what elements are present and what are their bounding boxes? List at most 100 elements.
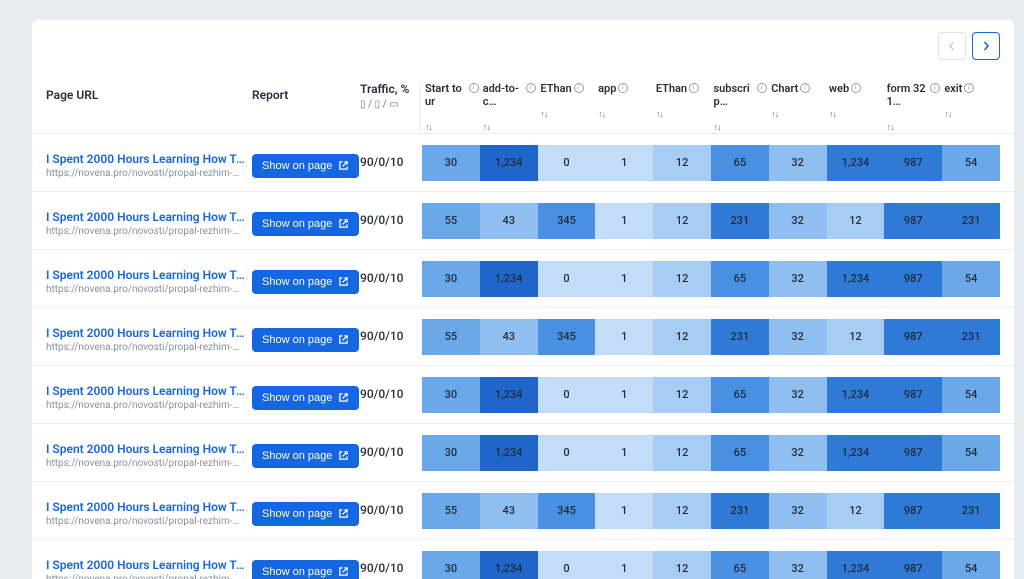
metric-cell[interactable]: 65 (711, 145, 769, 181)
show-on-page-button[interactable]: Show on page (252, 502, 359, 526)
metric-cell[interactable]: 12 (653, 493, 711, 529)
page-title-link[interactable]: I Spent 2000 Hours Learning How To Lea..… (46, 384, 246, 398)
metric-cell[interactable]: 231 (942, 203, 1000, 239)
show-on-page-button[interactable]: Show on page (252, 328, 359, 352)
sort-icon[interactable]: ↑↓ (425, 122, 479, 133)
show-on-page-button[interactable]: Show on page (252, 154, 359, 178)
metric-cell[interactable]: 1,234 (827, 551, 885, 579)
metric-cell[interactable]: 30 (422, 145, 480, 181)
info-icon[interactable] (851, 83, 861, 93)
sort-icon[interactable]: ↑↓ (598, 109, 652, 120)
metric-cell[interactable]: 54 (942, 261, 1000, 297)
page-title-link[interactable]: I Spent 2000 Hours Learning How To Lea..… (46, 152, 246, 166)
show-on-page-button[interactable]: Show on page (252, 560, 359, 579)
info-icon[interactable] (574, 83, 584, 93)
metric-cell[interactable]: 0 (538, 261, 596, 297)
sort-icon[interactable]: ↑↓ (540, 109, 594, 120)
metric-cell[interactable]: 55 (422, 319, 480, 355)
metric-cell[interactable]: 54 (942, 145, 1000, 181)
metric-cell[interactable]: 43 (480, 319, 538, 355)
metric-cell[interactable]: 30 (422, 261, 480, 297)
metric-cell[interactable]: 1 (595, 203, 653, 239)
metric-cell[interactable]: 32 (769, 261, 827, 297)
metric-cell[interactable]: 32 (769, 203, 827, 239)
metric-cell[interactable]: 987 (884, 319, 942, 355)
metric-cell[interactable]: 32 (769, 319, 827, 355)
metric-cell[interactable]: 12 (653, 145, 711, 181)
sort-icon[interactable]: ↑↓ (714, 122, 768, 133)
metric-cell[interactable]: 30 (422, 551, 480, 579)
metric-cell[interactable]: 0 (538, 377, 596, 413)
metric-cell[interactable]: 987 (884, 377, 942, 413)
metric-cell[interactable]: 12 (653, 261, 711, 297)
metric-cell[interactable]: 1,234 (827, 261, 885, 297)
metric-cell[interactable]: 12 (827, 493, 885, 529)
page-title-link[interactable]: I Spent 2000 Hours Learning How To Lea..… (46, 558, 246, 572)
page-title-link[interactable]: I Spent 2000 Hours Learning How To Lea..… (46, 210, 246, 224)
metric-cell[interactable]: 231 (711, 493, 769, 529)
show-on-page-button[interactable]: Show on page (252, 386, 359, 410)
metric-cell[interactable]: 231 (711, 203, 769, 239)
col-metric-header[interactable]: exit ↑↓ (942, 82, 1000, 133)
metric-cell[interactable]: 987 (884, 203, 942, 239)
metric-cell[interactable]: 65 (711, 551, 769, 579)
metric-cell[interactable]: 43 (480, 493, 538, 529)
show-on-page-button[interactable]: Show on page (252, 212, 359, 236)
metric-cell[interactable]: 1 (595, 145, 653, 181)
page-title-link[interactable]: I Spent 2000 Hours Learning How To Lea..… (46, 500, 246, 514)
col-metric-header[interactable]: app ↑↓ (596, 82, 654, 133)
metric-cell[interactable]: 1 (595, 319, 653, 355)
col-metric-header[interactable]: EThan ↑↓ (538, 82, 596, 133)
metric-cell[interactable]: 30 (422, 377, 480, 413)
metric-cell[interactable]: 12 (653, 203, 711, 239)
metric-cell[interactable]: 1 (595, 261, 653, 297)
metric-cell[interactable]: 987 (884, 435, 942, 471)
page-title-link[interactable]: I Spent 2000 Hours Learning How To Lea..… (46, 268, 246, 282)
metric-cell[interactable]: 65 (711, 435, 769, 471)
metric-cell[interactable]: 1 (595, 377, 653, 413)
metric-cell[interactable]: 987 (884, 261, 942, 297)
metric-cell[interactable]: 1 (595, 493, 653, 529)
metric-cell[interactable]: 0 (538, 551, 596, 579)
metric-cell[interactable]: 987 (884, 145, 942, 181)
page-title-link[interactable]: I Spent 2000 Hours Learning How To Lea..… (46, 442, 246, 456)
metric-cell[interactable]: 54 (942, 377, 1000, 413)
metric-cell[interactable]: 12 (653, 319, 711, 355)
metric-cell[interactable]: 55 (422, 203, 480, 239)
metric-cell[interactable]: 1,234 (480, 145, 538, 181)
sort-icon[interactable]: ↑↓ (829, 109, 883, 120)
metric-cell[interactable]: 32 (769, 377, 827, 413)
metric-cell[interactable]: 1 (595, 551, 653, 579)
metric-cell[interactable]: 345 (538, 203, 596, 239)
col-metric-header[interactable]: Start tour ↑↓ (423, 82, 481, 133)
col-metric-header[interactable]: subscrip… ↑↓ (712, 82, 770, 133)
metric-cell[interactable]: 32 (769, 145, 827, 181)
metric-cell[interactable]: 345 (538, 319, 596, 355)
info-icon[interactable] (469, 83, 479, 93)
col-report-header[interactable]: Report (252, 88, 288, 102)
metric-cell[interactable]: 12 (653, 377, 711, 413)
col-metric-header[interactable]: form 321… ↑↓ (885, 82, 943, 133)
sort-icon[interactable]: ↑↓ (656, 109, 710, 120)
info-icon[interactable] (689, 83, 699, 93)
metric-cell[interactable]: 0 (538, 435, 596, 471)
metric-cell[interactable]: 1,234 (827, 145, 885, 181)
metric-cell[interactable]: 65 (711, 261, 769, 297)
col-traffic-header[interactable]: Traffic, % (360, 82, 409, 96)
metric-cell[interactable]: 43 (480, 203, 538, 239)
metric-cell[interactable]: 65 (711, 377, 769, 413)
metric-cell[interactable]: 32 (769, 551, 827, 579)
metric-cell[interactable]: 32 (769, 435, 827, 471)
metric-cell[interactable]: 54 (942, 551, 1000, 579)
col-url-header[interactable]: Page URL (46, 88, 98, 102)
metric-cell[interactable]: 1,234 (480, 435, 538, 471)
metric-cell[interactable]: 987 (884, 493, 942, 529)
col-metric-header[interactable]: add-to-c… ↑↓ (481, 82, 539, 133)
metric-cell[interactable]: 54 (942, 435, 1000, 471)
metric-cell[interactable]: 12 (827, 319, 885, 355)
info-icon[interactable] (618, 83, 628, 93)
pager-next-button[interactable] (972, 32, 1000, 60)
metric-cell[interactable]: 12 (653, 551, 711, 579)
info-icon[interactable] (964, 83, 974, 93)
metric-cell[interactable]: 1,234 (480, 551, 538, 579)
